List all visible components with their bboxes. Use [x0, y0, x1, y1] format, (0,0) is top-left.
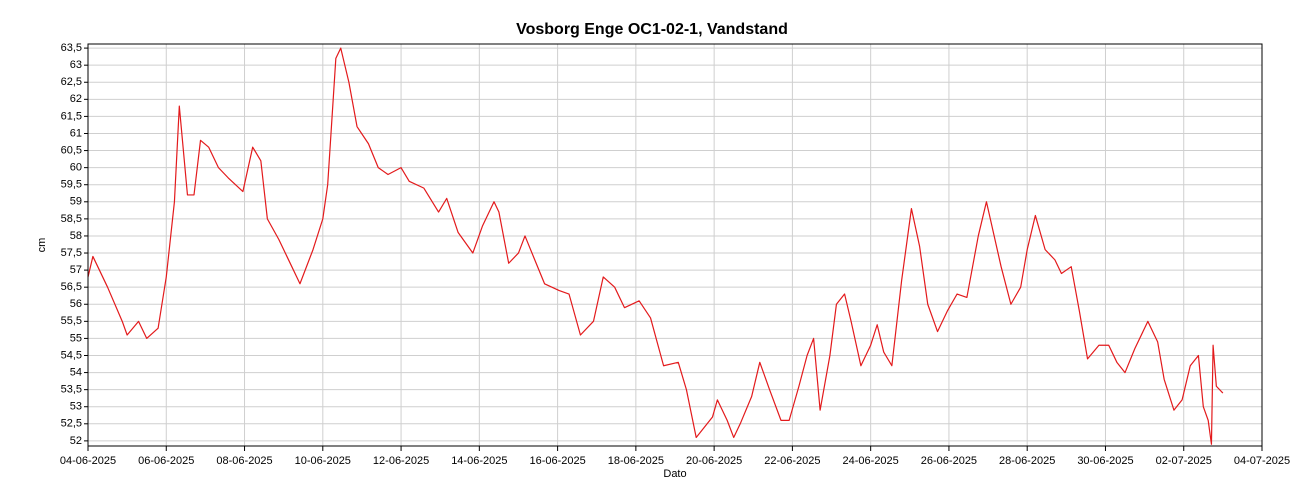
- x-tick-label: 22-06-2025: [764, 455, 820, 467]
- x-tick-label: 12-06-2025: [373, 455, 429, 467]
- y-tick-label: 54,5: [61, 349, 82, 361]
- y-tick-label: 52,5: [61, 418, 82, 430]
- y-tick-label: 54: [70, 366, 82, 378]
- y-tick-label: 62,5: [61, 76, 82, 88]
- marks: [87, 47, 1224, 445]
- y-tick-label: 57: [70, 264, 82, 276]
- ticks: 52 52,5 53 53,5 54 54,5 55 55,5 56 56,5 57 57,5 58 58…: [60, 42, 1290, 467]
- grid: [87, 44, 1263, 446]
- y-tick-label: 60,5: [61, 144, 82, 156]
- y-tick-label: 56: [70, 298, 82, 310]
- x-tick-label: 16-06-2025: [529, 455, 585, 467]
- y-tick-label: 58,5: [61, 213, 82, 225]
- x-tick-label: 02-07-2025: [1156, 455, 1212, 467]
- y-tick-label: 53: [70, 401, 82, 413]
- x-tick-label: 04-06-2025: [60, 455, 116, 467]
- y-tick-label: 61,5: [61, 110, 82, 122]
- x-tick-label: 06-06-2025: [138, 455, 194, 467]
- x-tick-label: 08-06-2025: [216, 455, 272, 467]
- x-tick-label: 18-06-2025: [608, 455, 664, 467]
- x-tick-label: 10-06-2025: [295, 455, 351, 467]
- x-tick-label: 24-06-2025: [843, 455, 899, 467]
- x-tick-label: 26-06-2025: [921, 455, 977, 467]
- y-tick-label: 60: [70, 162, 82, 174]
- x-tick-label: 04-07-2025: [1234, 455, 1290, 467]
- x-axis-label: Dato: [663, 468, 686, 480]
- y-tick-label: 58: [70, 230, 82, 242]
- y-tick-label: 55: [70, 332, 82, 344]
- y-tick-label: 62: [70, 93, 82, 105]
- y-tick-label: 63,5: [61, 42, 82, 54]
- y-tick-label: 59,5: [61, 179, 82, 191]
- y-tick-label: 56,5: [61, 281, 82, 293]
- x-tick-label: 28-06-2025: [999, 455, 1055, 467]
- x-tick-label: 14-06-2025: [451, 455, 507, 467]
- y-tick-label: 55,5: [61, 315, 82, 327]
- y-tick-label: 52: [70, 435, 82, 447]
- y-axis-label: cm: [36, 238, 48, 253]
- data-line: [87, 47, 1224, 445]
- y-tick-label: 59: [70, 196, 82, 208]
- y-tick-label: 63: [70, 59, 82, 71]
- y-tick-label: 53,5: [61, 384, 82, 396]
- plot-frame: [87, 43, 1263, 447]
- y-tick-label: 61: [70, 127, 82, 139]
- y-tick-label: 57,5: [61, 247, 82, 259]
- x-tick-label: 20-06-2025: [686, 455, 742, 467]
- chart-title: Vosborg Enge OC1-02-1, Vandstand: [516, 21, 788, 38]
- x-tick-label: 30-06-2025: [1077, 455, 1133, 467]
